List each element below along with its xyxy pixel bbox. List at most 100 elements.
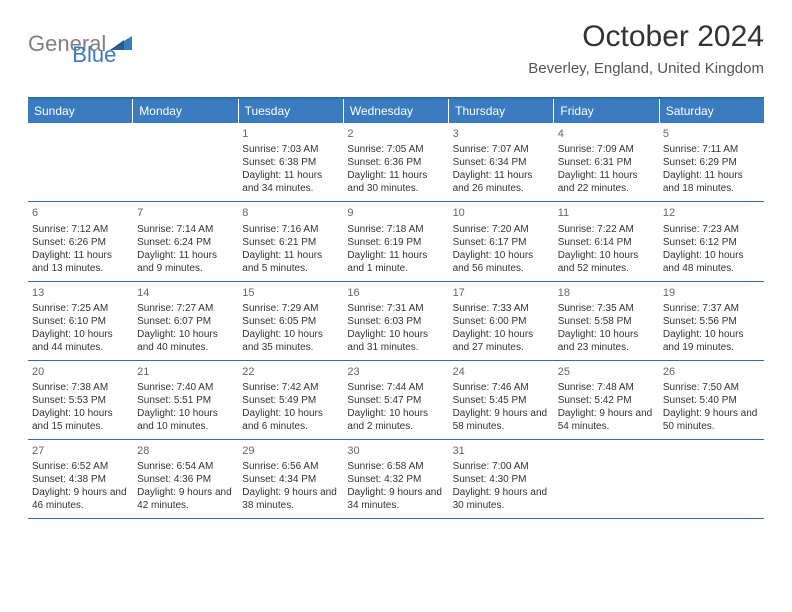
day-sunset: Sunset: 6:03 PM — [347, 315, 444, 328]
day-sunrise: Sunrise: 7:11 AM — [663, 143, 760, 156]
day-sunset: Sunset: 6:00 PM — [453, 315, 550, 328]
day-daylight: Daylight: 9 hours and 50 minutes. — [663, 407, 760, 433]
day-daylight: Daylight: 9 hours and 54 minutes. — [558, 407, 655, 433]
day-sunrise: Sunrise: 7:07 AM — [453, 143, 550, 156]
page-header: General Blue October 2024 Beverley, Engl… — [0, 0, 792, 85]
day-sunrise: Sunrise: 7:14 AM — [137, 223, 234, 236]
day-sunrise: Sunrise: 7:42 AM — [242, 381, 339, 394]
day-sunset: Sunset: 5:58 PM — [558, 315, 655, 328]
day-number: 4 — [558, 127, 655, 141]
day-number: 21 — [137, 365, 234, 379]
day-cell: 2Sunrise: 7:05 AMSunset: 6:36 PMDaylight… — [343, 123, 448, 201]
day-sunset: Sunset: 4:36 PM — [137, 473, 234, 486]
day-daylight: Daylight: 11 hours and 26 minutes. — [453, 169, 550, 195]
day-number: 2 — [347, 127, 444, 141]
day-sunrise: Sunrise: 7:35 AM — [558, 302, 655, 315]
day-cell: 16Sunrise: 7:31 AMSunset: 6:03 PMDayligh… — [343, 282, 448, 360]
day-cell: 6Sunrise: 7:12 AMSunset: 6:26 PMDaylight… — [28, 202, 133, 280]
day-number: 28 — [137, 444, 234, 458]
day-number: 7 — [137, 206, 234, 220]
day-daylight: Daylight: 10 hours and 35 minutes. — [242, 328, 339, 354]
day-sunrise: Sunrise: 6:52 AM — [32, 460, 129, 473]
day-sunrise: Sunrise: 7:12 AM — [32, 223, 129, 236]
day-sunrise: Sunrise: 6:58 AM — [347, 460, 444, 473]
day-sunrise: Sunrise: 7:20 AM — [453, 223, 550, 236]
month-title: October 2024 — [528, 20, 764, 54]
day-cell — [554, 440, 659, 518]
day-daylight: Daylight: 10 hours and 6 minutes. — [242, 407, 339, 433]
day-number: 27 — [32, 444, 129, 458]
day-sunrise: Sunrise: 7:00 AM — [453, 460, 550, 473]
day-cell — [133, 123, 238, 201]
day-sunset: Sunset: 6:31 PM — [558, 156, 655, 169]
day-cell: 12 Sunrise: 7:23 AMSunset: 6:12 PMDayligh… — [659, 202, 764, 280]
day-daylight: Daylight: 9 hours and 38 minutes. — [242, 486, 339, 512]
day-sunset: Sunset: 4:32 PM — [347, 473, 444, 486]
day-sunset: Sunset: 6:21 PM — [242, 236, 339, 249]
day-sunset: Sunset: 4:34 PM — [242, 473, 339, 486]
day-sunset: Sunset: 5:42 PM — [558, 394, 655, 407]
day-sunrise: Sunrise: 6:54 AM — [137, 460, 234, 473]
day-sunrise: Sunrise: 6:56 AM — [242, 460, 339, 473]
day-daylight: Daylight: 10 hours and 48 minutes. — [663, 249, 760, 275]
day-sunset: Sunset: 6:34 PM — [453, 156, 550, 169]
day-cell: 20Sunrise: 7:38 AMSunset: 5:53 PMDayligh… — [28, 361, 133, 439]
day-sunset: Sunset: 4:38 PM — [32, 473, 129, 486]
day-sunrise: Sunrise: 7:18 AM — [347, 223, 444, 236]
day-sunset: Sunset: 6:36 PM — [347, 156, 444, 169]
day-sunrise: Sunrise: 7:03 AM — [242, 143, 339, 156]
day-sunrise: Sunrise: 7:16 AM — [242, 223, 339, 236]
weekday-header: Sunday — [28, 99, 133, 123]
day-sunrise: Sunrise: 7:23 AM — [663, 223, 760, 236]
day-sunset: Sunset: 5:45 PM — [453, 394, 550, 407]
day-cell: 22Sunrise: 7:42 AMSunset: 5:49 PMDayligh… — [238, 361, 343, 439]
day-number: 20 — [32, 365, 129, 379]
day-sunset: Sunset: 5:51 PM — [137, 394, 234, 407]
week-row: 13Sunrise: 7:25 AMSunset: 6:10 PMDayligh… — [28, 282, 764, 361]
day-cell — [659, 440, 764, 518]
day-number: 14 — [137, 286, 234, 300]
day-cell: 24Sunrise: 7:46 AMSunset: 5:45 PMDayligh… — [449, 361, 554, 439]
day-number: 29 — [242, 444, 339, 458]
location-text: Beverley, England, United Kingdom — [528, 60, 764, 77]
day-number: 22 — [242, 365, 339, 379]
day-sunset: Sunset: 5:53 PM — [32, 394, 129, 407]
day-number: 13 — [32, 286, 129, 300]
day-cell: 23Sunrise: 7:44 AMSunset: 5:47 PMDayligh… — [343, 361, 448, 439]
day-sunset: Sunset: 6:14 PM — [558, 236, 655, 249]
day-number: 15 — [242, 286, 339, 300]
day-cell: 31Sunrise: 7:00 AMSunset: 4:30 PMDayligh… — [449, 440, 554, 518]
day-number: 19 — [663, 286, 760, 300]
week-row: 27 Sunrise: 6:52 AMSunset: 4:38 PM Dayligh… — [28, 440, 764, 519]
day-cell: 25 Sunrise: 7:48 AMSunset: 5:42 PMDayligh… — [554, 361, 659, 439]
day-cell: 3 Sunrise: 7:07 AMSunset: 6:34 PMDaylight… — [449, 123, 554, 201]
day-cell: 26 Sunrise: 7:50 AMSunset: 5:40 PMDayligh… — [659, 361, 764, 439]
weekday-header: Monday — [133, 99, 238, 123]
day-number: 25 — [558, 365, 655, 379]
day-daylight: Daylight: 10 hours and 40 minutes. — [137, 328, 234, 354]
day-daylight: Daylight: 11 hours and 18 minutes. — [663, 169, 760, 195]
day-sunrise: Sunrise: 7:37 AM — [663, 302, 760, 315]
day-sunset: Sunset: 5:40 PM — [663, 394, 760, 407]
day-sunset: Sunset: 6:38 PM — [242, 156, 339, 169]
day-number: 26 — [663, 365, 760, 379]
day-number: 23 — [347, 365, 444, 379]
day-number: 3 — [453, 127, 550, 141]
week-row: 6Sunrise: 7:12 AMSunset: 6:26 PMDaylight… — [28, 202, 764, 281]
day-sunrise: Sunrise: 7:48 AM — [558, 381, 655, 394]
weekday-header-row: SundayMondayTuesdayWednesdayThursdayFrid… — [28, 99, 764, 123]
day-daylight: Daylight: 10 hours and 10 minutes. — [137, 407, 234, 433]
day-sunrise: Sunrise: 7:09 AM — [558, 143, 655, 156]
day-sunrise: Sunrise: 7:50 AM — [663, 381, 760, 394]
day-number: 17 — [453, 286, 550, 300]
day-daylight: Daylight: 9 hours and 42 minutes. — [137, 486, 234, 512]
day-sunrise: Sunrise: 7:27 AM — [137, 302, 234, 315]
day-sunset: Sunset: 6:10 PM — [32, 315, 129, 328]
day-number: 12 — [663, 206, 760, 220]
day-cell: 8Sunrise: 7:16 AMSunset: 6:21 PMDaylight… — [238, 202, 343, 280]
day-number: 6 — [32, 206, 129, 220]
day-sunrise: Sunrise: 7:05 AM — [347, 143, 444, 156]
day-sunset: Sunset: 6:17 PM — [453, 236, 550, 249]
day-sunset: Sunset: 6:12 PM — [663, 236, 760, 249]
day-number: 18 — [558, 286, 655, 300]
